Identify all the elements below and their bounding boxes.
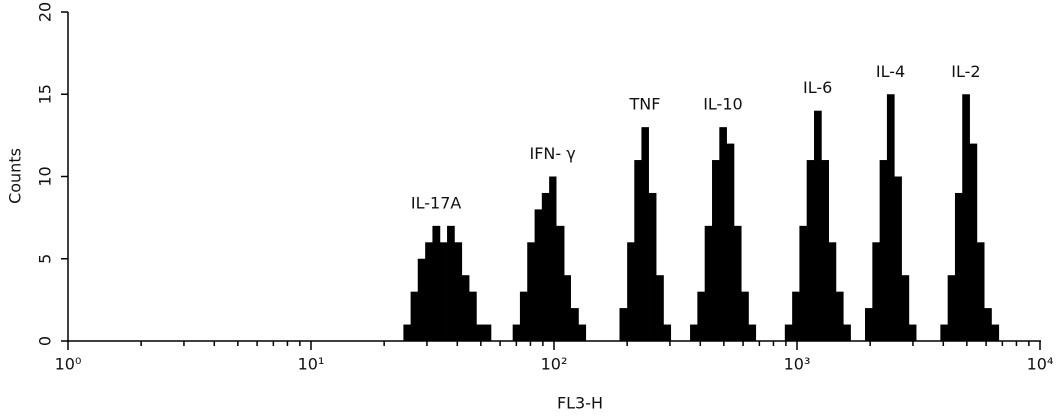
histogram-bar [656, 275, 664, 341]
histogram-bar [814, 110, 822, 341]
peak-label: IL-10 [703, 95, 742, 114]
peak-label: IL-6 [803, 78, 832, 97]
histogram-bar [712, 160, 720, 341]
histogram-bar [843, 324, 851, 341]
histogram-bar [439, 242, 448, 341]
histogram-bar [570, 308, 579, 341]
x-tick-label: 10¹ [298, 355, 325, 374]
peak-label: IL-4 [876, 62, 905, 81]
histogram-bar [991, 324, 1000, 341]
x-tick-label: 10² [541, 355, 568, 374]
histogram-bar [648, 192, 657, 341]
histogram-bar [806, 160, 815, 341]
histogram-bar [719, 127, 727, 342]
histogram-bar [969, 143, 978, 341]
histogram-bar [564, 275, 571, 341]
x-axis-label: FL3-H [557, 394, 603, 413]
histogram-bar [483, 324, 492, 341]
histogram-bar [821, 160, 829, 341]
peak-label: IL-17A [411, 193, 461, 212]
y-tick-label: 15 [36, 84, 55, 104]
histogram-bar [469, 291, 477, 341]
histogram-bar [578, 324, 587, 341]
histogram-bar [901, 275, 910, 341]
histogram-bar [556, 225, 565, 341]
y-tick-label: 5 [36, 254, 55, 264]
histogram-bar [741, 291, 749, 341]
histogram-bar [549, 176, 557, 341]
x-tick-label: 10³ [784, 355, 811, 374]
histogram-bar [519, 291, 528, 341]
histogram-bar [454, 242, 463, 341]
histogram-bar [984, 308, 992, 341]
histogram-bar [954, 192, 963, 341]
histogram-bar [865, 308, 873, 341]
histogram-bar [403, 324, 412, 341]
y-axis-label: Counts [6, 148, 25, 204]
histogram-bar [784, 324, 793, 341]
histogram-bar [886, 94, 895, 341]
histogram-bar [476, 324, 484, 341]
histogram-bar [541, 192, 550, 341]
histogram-bar [894, 176, 902, 341]
histogram-bar [947, 275, 956, 341]
histogram-bar [512, 324, 521, 341]
histogram-bar [425, 242, 433, 341]
histogram-bar [733, 225, 742, 341]
histogram-bar [432, 225, 441, 341]
histogram-bar [835, 291, 844, 341]
x-tick-label: 10⁰ [55, 355, 82, 374]
peak-label: TNF [629, 95, 661, 114]
histogram-bar [697, 291, 706, 341]
histogram-bar [872, 242, 881, 341]
histogram-bar [634, 160, 642, 341]
histogram-bar [940, 324, 949, 341]
histogram-bar [704, 225, 713, 341]
histogram-bar [726, 143, 735, 341]
histogram-bar [976, 242, 985, 341]
x-tick-label: 10⁴ [1027, 355, 1054, 374]
histogram-bar [879, 160, 888, 341]
y-tick-label: 0 [36, 336, 55, 346]
y-tick-label: 10 [36, 166, 55, 186]
histogram-bar [417, 258, 426, 341]
histogram-bar [447, 225, 455, 341]
y-tick-label: 20 [36, 2, 55, 22]
histogram-bar [792, 291, 800, 341]
histogram-bar [748, 324, 757, 341]
peak-label: IFN- γ [530, 144, 576, 163]
histogram-bar [461, 275, 470, 341]
histogram-bar [799, 225, 808, 341]
histogram-bar [962, 94, 970, 341]
histogram-bar [410, 291, 419, 341]
histogram-bar [627, 242, 635, 341]
histogram-bar [534, 209, 543, 341]
peak-label: IL-2 [951, 62, 980, 81]
histogram-bar [641, 127, 649, 342]
histogram-bar [619, 308, 628, 341]
histogram-bar [908, 324, 917, 341]
histogram-bar [663, 324, 672, 341]
histogram-bar [527, 242, 535, 341]
histogram-bar [690, 324, 698, 341]
histogram-bar [828, 242, 837, 341]
